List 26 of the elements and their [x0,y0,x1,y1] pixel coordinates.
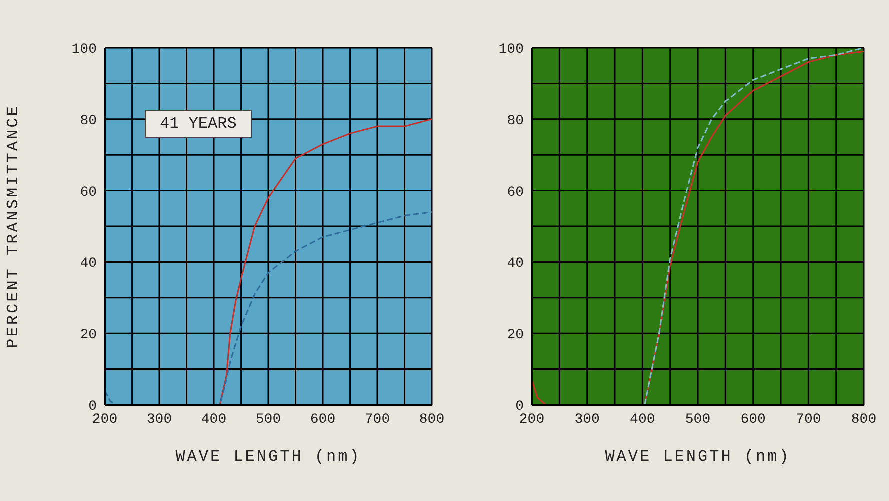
x-axis-title: WAVE LENGTH (nm) [605,448,791,466]
y-tick-label: 40 [80,256,97,272]
x-tick-label: 800 [851,412,877,428]
y-axis-title: PERCENT TRANSMITTANCE [4,104,23,348]
y-tick-label: 20 [507,328,524,344]
x-tick-label: 300 [574,412,600,428]
y-tick-label: 80 [80,113,97,130]
y-tick-label: 80 [507,113,524,130]
x-tick-label: 500 [685,412,711,428]
x-axis-title: WAVE LENGTH (nm) [176,448,362,466]
x-tick-label: 700 [796,412,822,428]
x-tick-label: 400 [201,412,227,428]
y-tick-label: 100 [498,42,524,58]
x-tick-label: 600 [310,412,336,428]
x-tick-label: 800 [419,412,445,428]
annotation: 41 YEARS [145,110,252,138]
x-tick-label: 600 [740,412,766,428]
y-tick-label: 40 [507,256,524,272]
y-tick-label: 60 [80,184,97,201]
y-tick-label: 60 [507,184,524,201]
x-tick-label: 700 [364,412,390,428]
x-tick-label: 400 [630,412,656,428]
y-tick-label: 100 [72,42,97,58]
y-tick-label: 20 [80,328,97,344]
x-tick-label: 500 [256,412,282,428]
x-tick-label: 300 [146,412,172,428]
